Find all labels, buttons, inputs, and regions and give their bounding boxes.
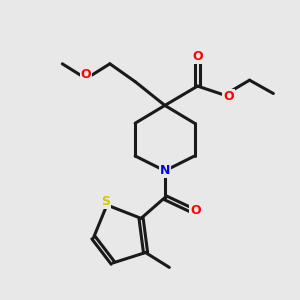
Text: O: O: [81, 68, 92, 81]
Text: O: O: [192, 50, 203, 64]
Text: O: O: [223, 90, 234, 103]
Text: O: O: [190, 203, 201, 217]
Text: S: S: [101, 195, 110, 208]
Text: N: N: [160, 164, 170, 177]
